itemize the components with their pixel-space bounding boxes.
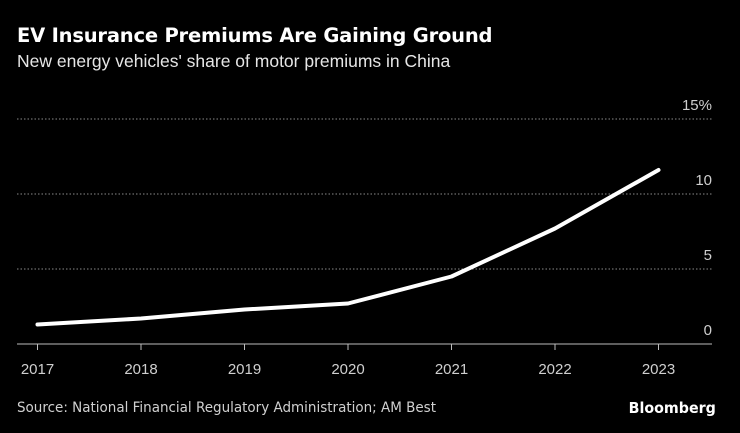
y-tick-label: 0 bbox=[704, 322, 712, 339]
x-tick-label: 2022 bbox=[538, 361, 571, 378]
bloomberg-logo: Bloomberg bbox=[628, 399, 716, 417]
x-tick-label: 2018 bbox=[124, 361, 157, 378]
x-tick-label: 2020 bbox=[331, 361, 364, 378]
x-tick-label: 2017 bbox=[21, 361, 54, 378]
x-tick-label: 2023 bbox=[642, 361, 675, 378]
y-tick-label: 15% bbox=[682, 97, 712, 114]
x-tick-label: 2021 bbox=[435, 361, 468, 378]
y-tick-label: 10 bbox=[695, 172, 712, 189]
series-line bbox=[35, 168, 661, 327]
chart-subtitle: New energy vehicles' share of motor prem… bbox=[17, 51, 451, 71]
source-note: Source: National Financial Regulatory Ad… bbox=[17, 400, 437, 416]
x-tick-label: 2019 bbox=[228, 361, 261, 378]
chart-title: EV Insurance Premiums Are Gaining Ground bbox=[17, 24, 493, 47]
y-tick-label: 5 bbox=[704, 247, 712, 264]
